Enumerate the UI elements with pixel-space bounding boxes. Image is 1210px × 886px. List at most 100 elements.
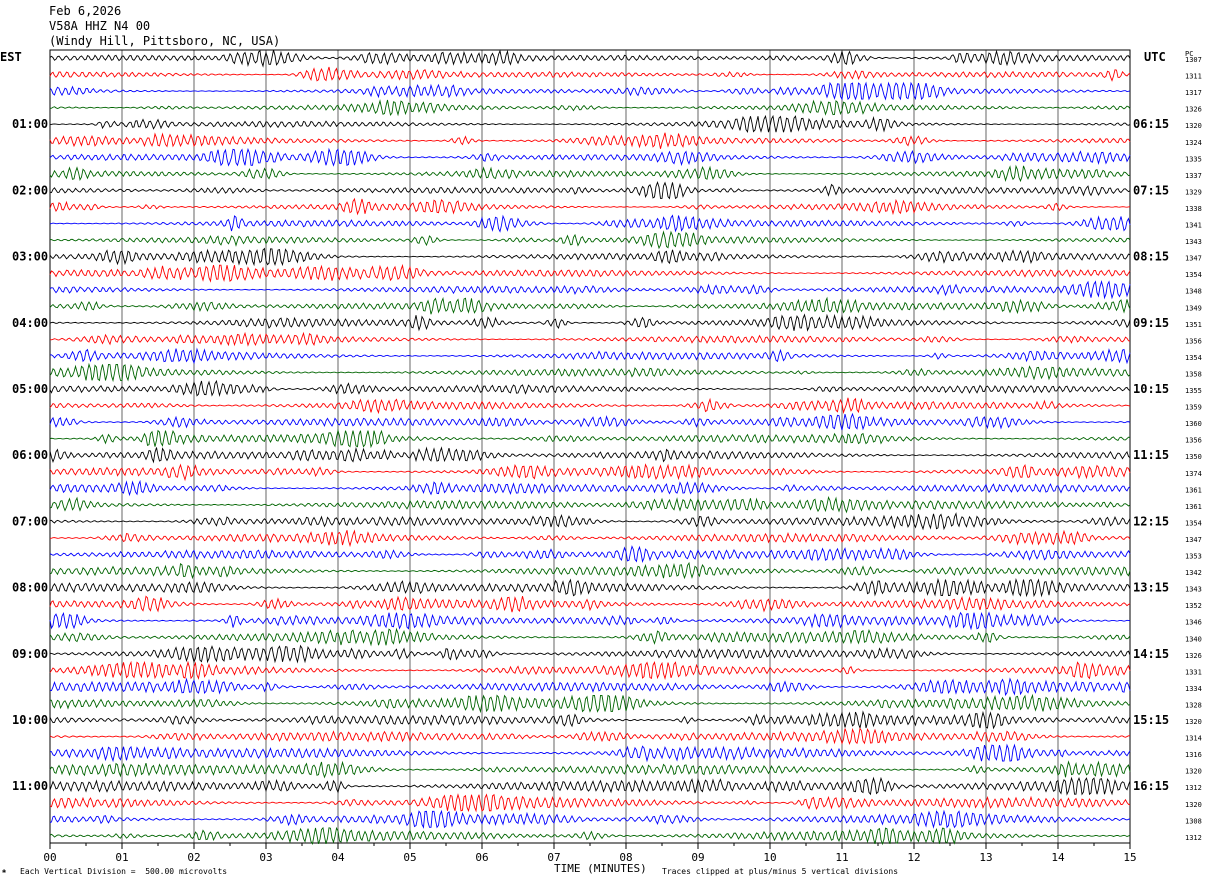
seismic-trace <box>49 463 1131 482</box>
seismic-trace <box>49 693 1131 714</box>
right-hour-label: 11:15 <box>1133 448 1169 462</box>
trace-value-label: 1347 <box>1185 255 1202 263</box>
seismic-trace <box>49 627 1131 647</box>
seismic-trace <box>49 81 1131 101</box>
left-hour-label: 06:00 <box>12 448 48 462</box>
seismic-trace <box>49 809 1131 829</box>
trace-value-label: 1326 <box>1185 652 1202 660</box>
trace-value-label: 1349 <box>1185 304 1202 312</box>
seismic-trace <box>49 446 1131 464</box>
station-code: V58A HHZ N4 00 <box>49 19 151 33</box>
seismic-trace <box>49 49 1131 68</box>
x-tick-label: 06 <box>475 851 488 864</box>
trace-value-label: 1342 <box>1185 569 1202 577</box>
x-tick-label: 09 <box>691 851 704 864</box>
x-axis-label: TIME (MINUTES) <box>554 862 647 875</box>
trace-value-label: 1353 <box>1185 553 1202 561</box>
trace-value-label: 1328 <box>1185 701 1202 709</box>
x-tick-label: 03 <box>259 851 272 864</box>
left-hour-label: 08:00 <box>12 581 48 595</box>
trace-value-label: 1320 <box>1185 768 1202 776</box>
seismic-trace <box>49 495 1131 514</box>
plot-date: Feb 6,2026 <box>49 4 122 18</box>
seismic-trace <box>49 512 1131 531</box>
trace-value-label: 1324 <box>1185 139 1202 147</box>
trace-value-label: 1351 <box>1185 321 1202 329</box>
x-tick-label: 05 <box>403 851 416 864</box>
trace-value-label: 1334 <box>1185 685 1202 693</box>
left-hour-label: 05:00 <box>12 382 48 396</box>
seismic-trace <box>49 529 1131 548</box>
seismic-trace <box>49 479 1131 497</box>
left-hour-label: 02:00 <box>12 183 48 197</box>
trace-value-label: 1346 <box>1185 619 1202 627</box>
trace-value-label: 1337 <box>1185 172 1202 180</box>
seismic-trace <box>49 577 1131 598</box>
right-timezone-label: UTC <box>1144 50 1166 64</box>
station-location: (Windy Hill, Pittsboro, NC, USA) <box>49 34 281 48</box>
trace-value-label: 1340 <box>1185 635 1202 643</box>
trace-value-label: 1326 <box>1185 106 1202 114</box>
trace-value-label: 1354 <box>1185 354 1202 362</box>
left-hour-label: 07:00 <box>12 514 48 528</box>
seismic-trace <box>49 776 1131 796</box>
trace-value-label: 1343 <box>1185 586 1202 594</box>
seismic-trace <box>49 710 1131 730</box>
trace-value-label: 1331 <box>1185 668 1202 676</box>
left-timezone-label: EST <box>0 50 22 64</box>
right-hour-label: 06:15 <box>1133 117 1169 131</box>
right-hour-label: 14:15 <box>1133 647 1169 661</box>
seismic-trace <box>49 313 1131 332</box>
corner-icon: ❀ <box>2 867 7 875</box>
seismic-trace <box>49 412 1131 431</box>
trace-value-label: 1341 <box>1185 222 1202 230</box>
right-hour-label: 09:15 <box>1133 316 1169 330</box>
trace-value-label: 1354 <box>1185 519 1202 527</box>
seismic-trace <box>49 595 1131 613</box>
x-tick-label: 00 <box>43 851 56 864</box>
seismic-trace <box>49 214 1131 233</box>
x-tick-label: 15 <box>1123 851 1136 864</box>
right-hour-label: 08:15 <box>1133 250 1169 264</box>
right-hour-label: 13:15 <box>1133 581 1169 595</box>
scale-note: Each Vertical Division = 500.00 microvol… <box>20 867 228 876</box>
trace-value-label: 1312 <box>1185 834 1202 842</box>
x-tick-label: 12 <box>907 851 920 864</box>
trace-value-label: 1312 <box>1185 784 1202 792</box>
seismic-trace <box>49 164 1131 183</box>
left-hour-label: 10:00 <box>12 713 48 727</box>
right-hour-label: 10:15 <box>1133 382 1169 396</box>
plot-frame <box>49 49 1131 844</box>
seismic-trace <box>49 677 1131 697</box>
trace-value-label: 1356 <box>1185 437 1202 445</box>
seismic-trace <box>49 197 1131 216</box>
trace-value-label: 1355 <box>1185 387 1202 395</box>
x-tick-label: 08 <box>619 851 632 864</box>
trace-value-label: 1314 <box>1185 735 1202 743</box>
trace-value-label: 1361 <box>1185 486 1202 494</box>
x-tick-label: 04 <box>331 851 345 864</box>
x-tick-label: 13 <box>979 851 992 864</box>
trace-value-label: 1354 <box>1185 271 1202 279</box>
x-tick-label: 10 <box>763 851 776 864</box>
left-hour-label: 11:00 <box>12 779 48 793</box>
seismic-trace <box>49 397 1131 415</box>
trace-value-label: 1347 <box>1185 536 1202 544</box>
seismic-trace <box>49 727 1131 746</box>
trace-value-label: 1311 <box>1185 73 1202 81</box>
seismic-trace <box>49 331 1131 347</box>
seismic-trace <box>49 793 1131 813</box>
seismic-trace <box>49 826 1131 846</box>
seismic-trace <box>49 66 1131 82</box>
left-hour-label: 03:00 <box>12 250 48 264</box>
x-tick-label: 07 <box>547 851 560 864</box>
trace-value-label: 1338 <box>1185 205 1202 213</box>
seismic-trace <box>49 760 1131 779</box>
clip-note: Traces clipped at plus/minus 5 vertical … <box>662 867 899 876</box>
x-tick-label: 01 <box>115 851 128 864</box>
seismic-trace <box>49 660 1131 681</box>
seismic-trace <box>49 132 1131 149</box>
trace-value-label: 1358 <box>1185 370 1202 378</box>
trace-value-label: 1329 <box>1185 188 1202 196</box>
trace-value-label: 1356 <box>1185 337 1202 345</box>
